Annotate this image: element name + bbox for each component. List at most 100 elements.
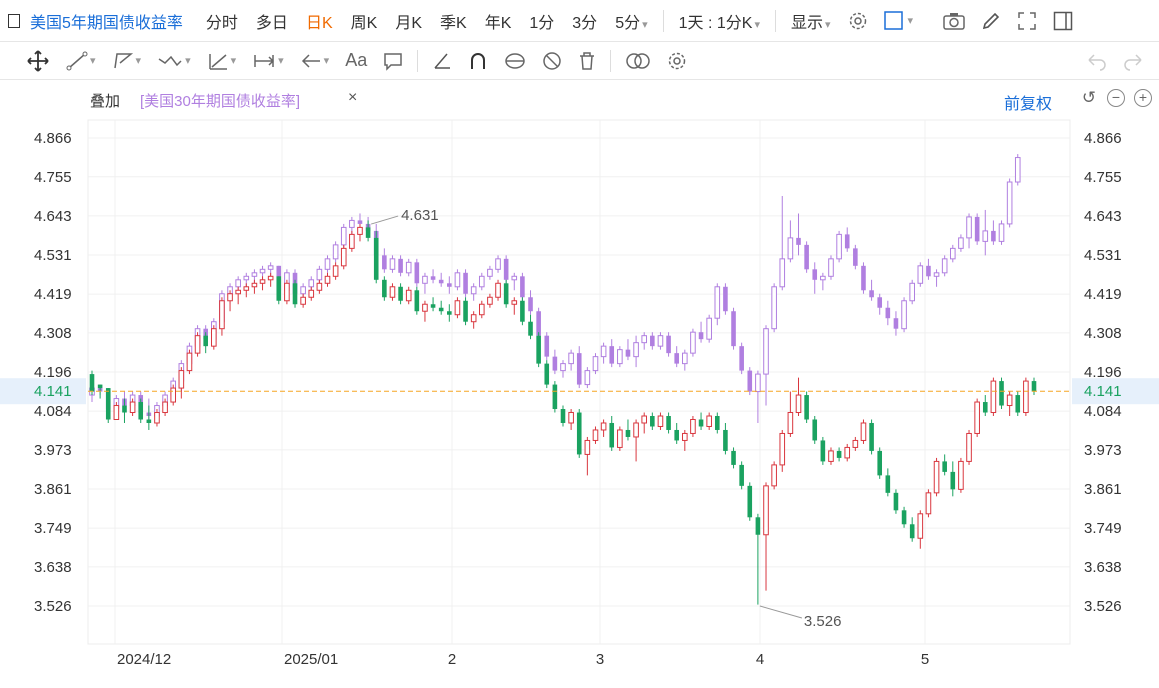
channel-tool-icon[interactable]: ▾: [112, 51, 141, 71]
sidebar-toggle-icon[interactable]: [1053, 11, 1073, 31]
move-cross-icon[interactable]: [26, 49, 50, 73]
zoom-in-icon[interactable]: +: [1134, 89, 1152, 107]
period-5min-dropdown[interactable]: 5分 ▾: [615, 9, 647, 33]
primary-series-candle: [170, 387, 177, 403]
overlay-series-candle: [682, 352, 688, 365]
ruler-tool-icon[interactable]: [432, 51, 452, 71]
symbol-panel-icon[interactable]: [8, 13, 20, 28]
overlay-series-candle: [1006, 181, 1013, 225]
line-tool-icon[interactable]: ▾: [66, 51, 96, 71]
multi-period-dropdown[interactable]: 1天 : 1分K ▾: [679, 9, 760, 33]
display-dropdown[interactable]: 显示 ▾: [791, 9, 831, 33]
y-tick-label-right: 3.973: [1084, 442, 1122, 459]
period-multiday[interactable]: 多日: [255, 14, 288, 32]
period-monthly-k[interactable]: 月K: [395, 14, 422, 32]
period-intraday[interactable]: 分时: [205, 14, 238, 32]
period-weekly-k[interactable]: 周K: [350, 14, 378, 32]
overlay-series-name[interactable]: [美国30年期国债收益率]: [140, 93, 301, 110]
primary-series-candle: [138, 402, 144, 420]
period-yearly-k[interactable]: 年K: [484, 14, 512, 32]
overlay-series-candle: [657, 335, 664, 347]
primary-series-candle: [763, 485, 769, 536]
note-tool-icon[interactable]: [383, 51, 403, 71]
compare-icon[interactable]: [625, 51, 651, 71]
primary-series-candle: [284, 282, 290, 302]
primary-series-candle: [146, 419, 152, 423]
overlay-series-candle: [991, 230, 996, 242]
candlestick-chart[interactable]: 4.866 4.866 4.755 4.755 4.643 4.643 4.531 4.531…: [0, 118, 1159, 688]
magnet-icon[interactable]: [468, 51, 488, 71]
overlay-series-candle: [901, 300, 907, 330]
primary-series-candle: [820, 440, 826, 462]
wave-tool-icon[interactable]: ▾: [157, 51, 191, 71]
overlay-series-candle: [982, 230, 989, 242]
overlay-series-candle: [917, 265, 924, 284]
overlay-close-button[interactable]: ×: [348, 89, 358, 106]
overlay-series-candle: [332, 244, 339, 260]
undo-icon[interactable]: [1085, 51, 1107, 71]
primary-series-candle: [974, 401, 980, 434]
zoom-out-icon[interactable]: −: [1107, 89, 1125, 107]
primary-series-candle: [674, 429, 679, 441]
overlay-series-candle: [958, 237, 964, 249]
primary-series-candle: [600, 422, 607, 431]
chevron-down-icon: ▾: [907, 15, 914, 27]
overlay-series-candle: [251, 272, 258, 277]
current-value-left: 4.141: [34, 383, 72, 400]
camera-icon[interactable]: [943, 12, 965, 30]
range-tool-icon[interactable]: ▾: [252, 51, 284, 71]
overlay-series-candle: [885, 307, 891, 319]
symbol-title[interactable]: 美国5年期国债收益率: [30, 14, 183, 32]
period-3min[interactable]: 3分: [572, 14, 598, 32]
settings-gear-icon[interactable]: [848, 11, 868, 31]
y-tick-label-left: 3.861: [34, 481, 72, 498]
primary-series-candle: [1031, 381, 1037, 392]
y-tick-label-right: 3.638: [1084, 559, 1122, 576]
primary-series-candle: [340, 247, 347, 267]
primary-series-candle: [316, 282, 323, 291]
arrow-tool-icon[interactable]: ▾: [300, 51, 329, 71]
primary-series-candle: [755, 517, 761, 535]
overlay-series-candle: [259, 268, 266, 274]
primary-series-candle: [560, 409, 566, 423]
y-tick-label-left: 4.084: [34, 403, 72, 420]
annotation-high-label: 4.631: [401, 207, 439, 224]
overlay-series-candle: [438, 279, 444, 284]
chevron-down-icon: ▾: [278, 55, 284, 67]
primary-series-candle: [105, 388, 111, 420]
overlay-series-candle: [324, 258, 331, 270]
redo-icon[interactable]: [1123, 51, 1145, 71]
trash-icon[interactable]: [578, 51, 596, 71]
text-tool-icon[interactable]: Aa: [345, 50, 368, 70]
overlay-series-candle: [666, 335, 671, 354]
hide-drawings-icon[interactable]: [542, 51, 562, 71]
overlay-series-candle: [949, 247, 956, 260]
period-1min[interactable]: 1分: [529, 14, 555, 32]
period-daily-k[interactable]: 日K: [305, 14, 333, 32]
y-tick-label-left: 4.419: [34, 286, 72, 303]
x-tick-label: 2024/12: [117, 651, 171, 668]
reset-zoom-icon[interactable]: ↺: [1081, 88, 1097, 107]
primary-series-candle: [698, 419, 704, 427]
primary-series-candle: [828, 450, 834, 462]
primary-series-candle: [251, 282, 258, 288]
primary-series-candle: [470, 314, 477, 323]
chevron-down-icon: ▾: [230, 55, 237, 67]
divider: [610, 49, 612, 72]
primary-series-candle: [438, 307, 444, 312]
adjustment-toggle[interactable]: 前复权: [1004, 96, 1053, 113]
display-label: 显示: [790, 14, 823, 32]
primary-series-candle: [617, 429, 623, 448]
fullscreen-icon[interactable]: [1017, 11, 1037, 31]
pencil-icon[interactable]: [981, 11, 1001, 31]
primary-series-candle: [812, 419, 818, 441]
overlay-series-candle: [536, 311, 541, 336]
fibonacci-tool-icon[interactable]: ▾: [207, 51, 237, 71]
overlay-series-candle: [933, 272, 940, 277]
color-square-icon[interactable]: ▾: [883, 10, 914, 31]
primary-series-candle: [154, 412, 160, 424]
drawing-settings-gear-icon[interactable]: [667, 51, 687, 71]
lock-drawings-icon[interactable]: [504, 51, 526, 71]
period-quarterly-k[interactable]: 季K: [440, 14, 467, 32]
overlay-series-candle: [520, 276, 525, 298]
